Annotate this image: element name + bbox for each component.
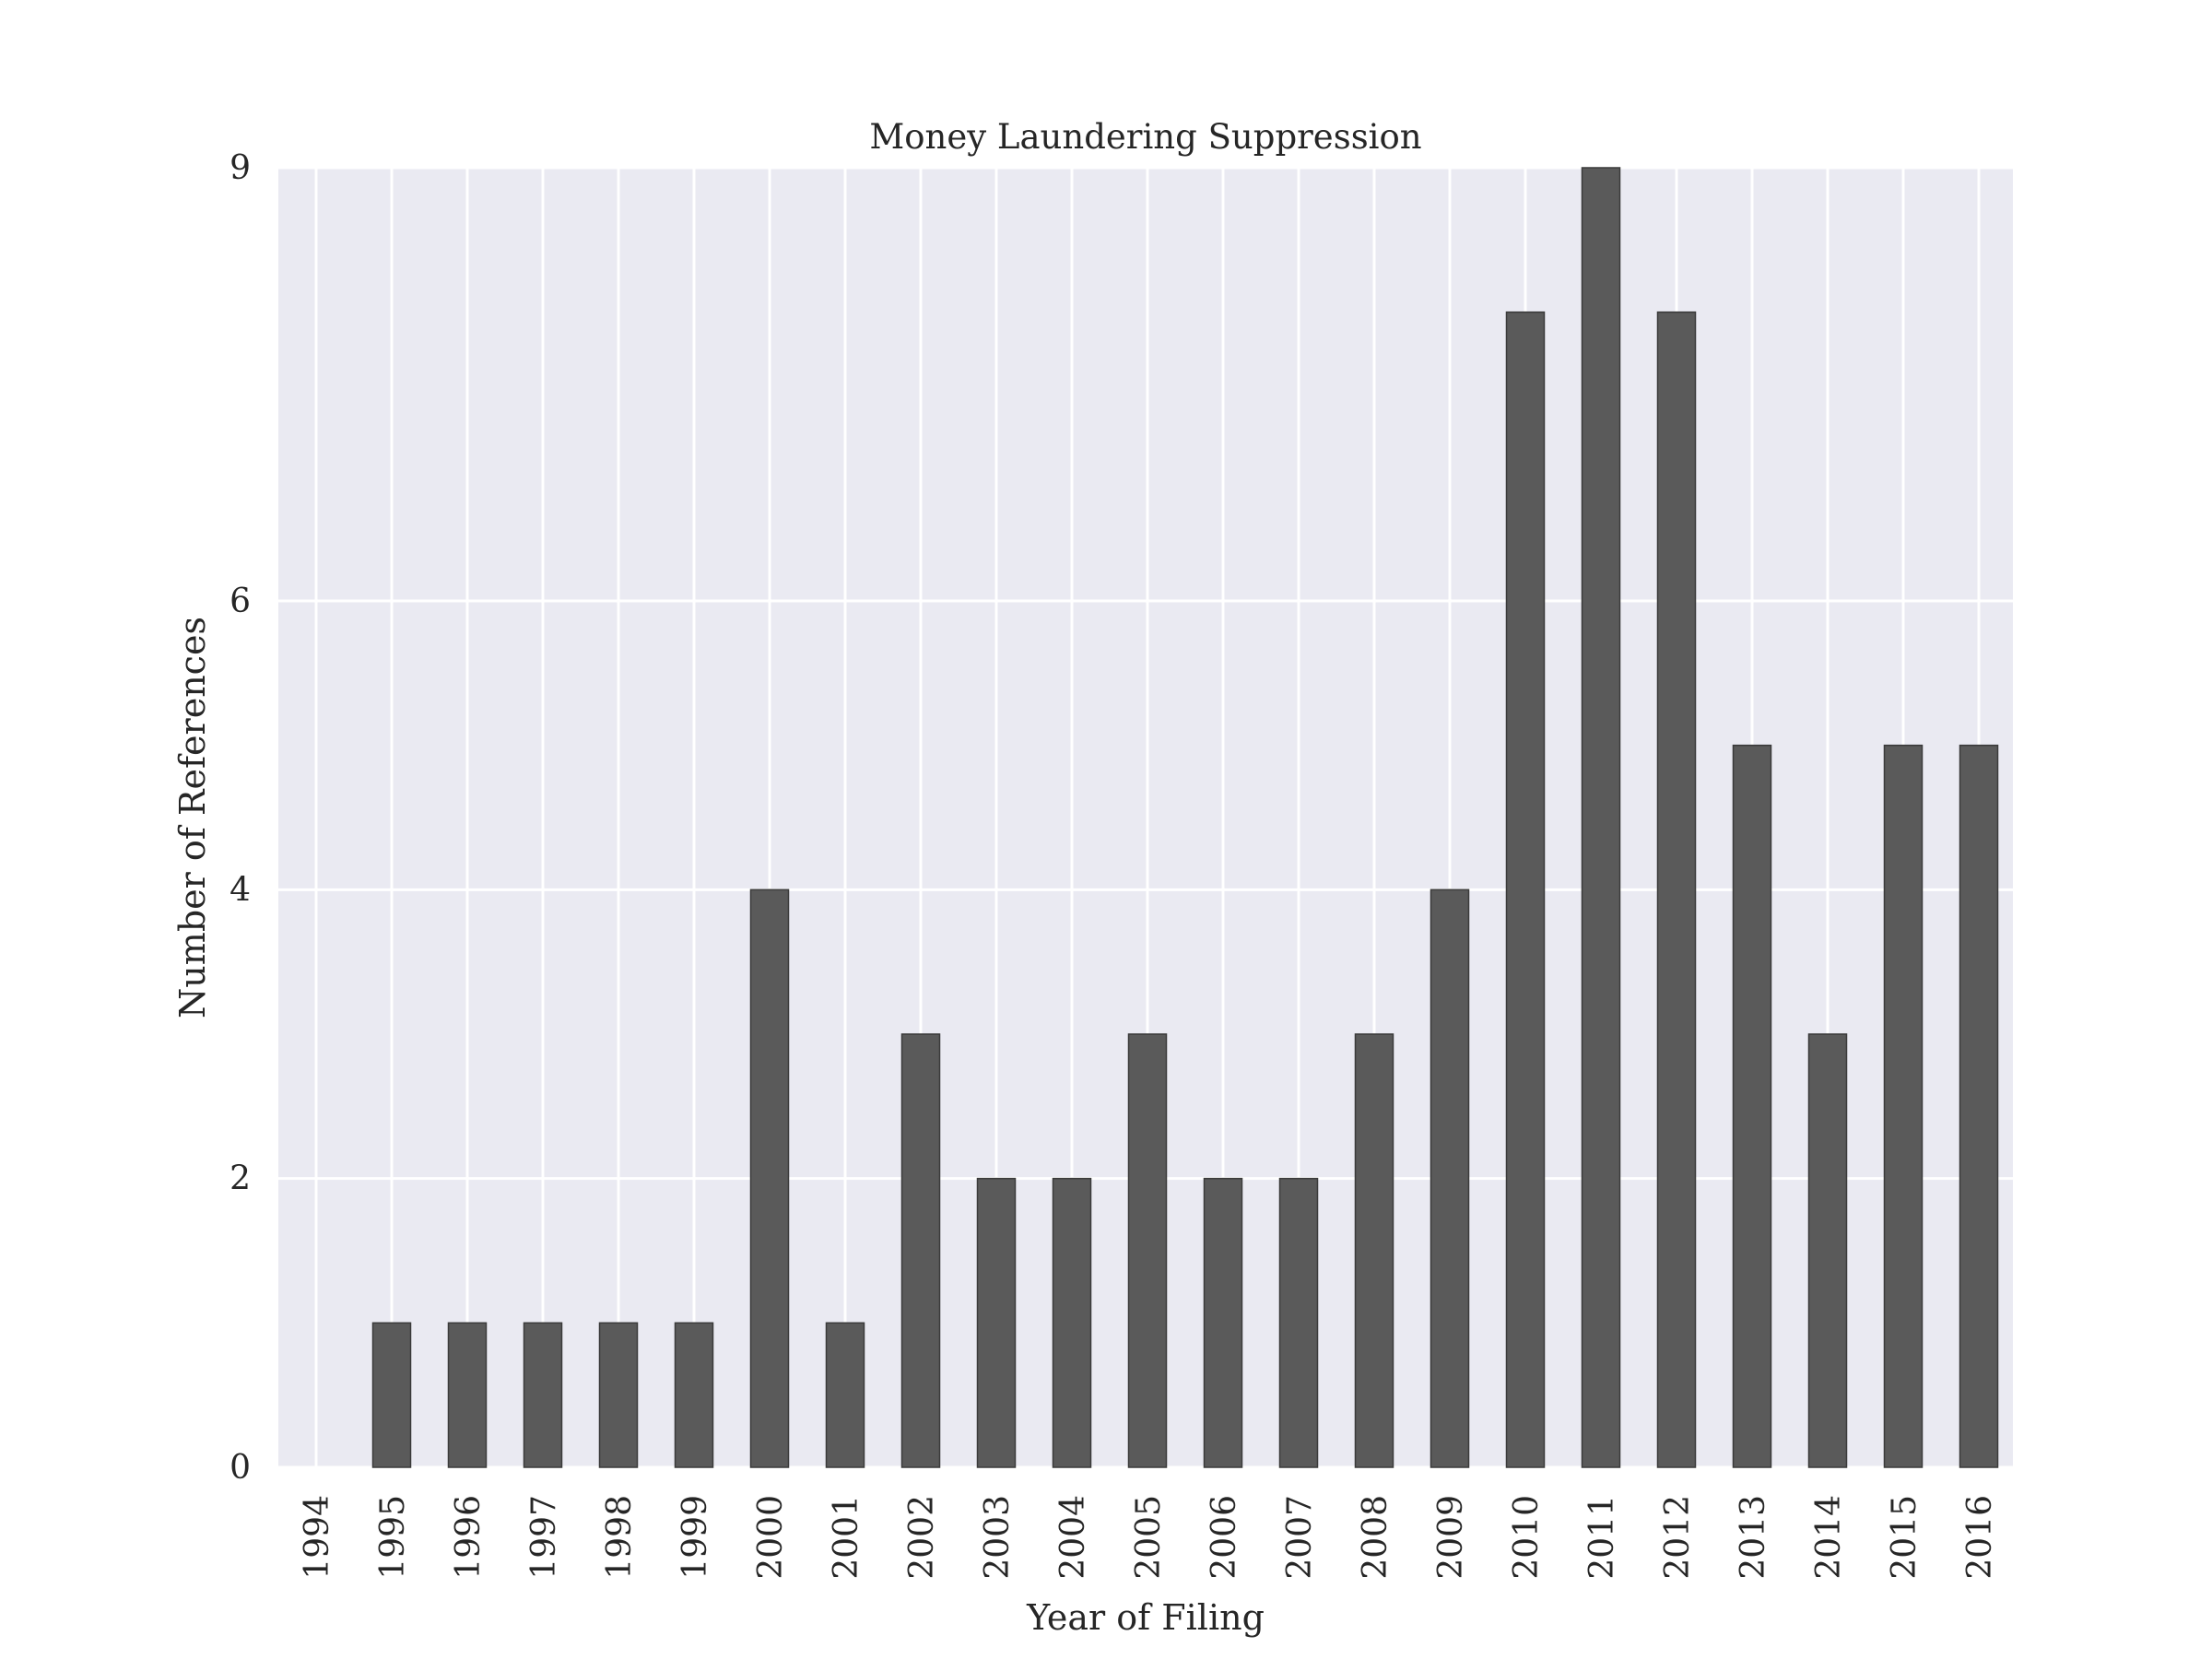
y-tick-label: 6 bbox=[229, 582, 251, 620]
bar-1998 bbox=[598, 1322, 639, 1468]
bar-2000 bbox=[749, 888, 790, 1468]
x-tick-label: 2012 bbox=[1659, 1495, 1697, 1580]
bar-2009 bbox=[1430, 888, 1470, 1468]
x-tick-label: 2007 bbox=[1281, 1495, 1319, 1580]
x-tick-label: 2005 bbox=[1130, 1495, 1168, 1580]
y-tick-labels: 0 2 4 6 9 bbox=[229, 149, 251, 1487]
bar-2015 bbox=[1883, 744, 1924, 1468]
bar-1995 bbox=[371, 1322, 412, 1468]
bar-2011 bbox=[1581, 167, 1621, 1468]
x-tick-label: 2006 bbox=[1206, 1495, 1243, 1580]
bar-2006 bbox=[1203, 1177, 1243, 1468]
bar-2014 bbox=[1807, 1033, 1848, 1468]
x-tick-label: 1998 bbox=[601, 1495, 639, 1580]
bar-1997 bbox=[523, 1322, 563, 1468]
x-tick-label: 2011 bbox=[1583, 1495, 1621, 1580]
bar-2004 bbox=[1052, 1177, 1092, 1468]
bar-2010 bbox=[1505, 311, 1546, 1468]
x-tick-label: 2008 bbox=[1357, 1495, 1394, 1580]
y-tick-label: 4 bbox=[229, 871, 251, 909]
bar-2002 bbox=[900, 1033, 941, 1468]
bar-2007 bbox=[1278, 1177, 1319, 1468]
bar-2005 bbox=[1127, 1033, 1168, 1468]
x-tick-label: 2001 bbox=[828, 1495, 865, 1580]
x-tick-label: 2013 bbox=[1735, 1495, 1772, 1580]
y-tick-label: 9 bbox=[229, 149, 251, 187]
bar-2008 bbox=[1354, 1033, 1394, 1468]
bar-2012 bbox=[1656, 311, 1697, 1468]
bars bbox=[371, 167, 1999, 1468]
x-tick-label: 2014 bbox=[1810, 1495, 1848, 1580]
x-tick-label: 2003 bbox=[979, 1495, 1017, 1580]
x-tick-label: 2015 bbox=[1886, 1495, 1924, 1580]
x-tick-label: 2010 bbox=[1508, 1495, 1546, 1580]
bar-1999 bbox=[674, 1322, 714, 1468]
bar-2013 bbox=[1732, 744, 1772, 1468]
y-tick-label: 0 bbox=[229, 1449, 251, 1487]
x-tick-label: 2002 bbox=[903, 1495, 941, 1580]
x-tick-label: 1994 bbox=[299, 1495, 336, 1580]
x-tick-label: 2009 bbox=[1432, 1495, 1470, 1580]
x-axis-label: Year of Filing bbox=[1026, 1597, 1265, 1638]
y-axis-label: Number of References bbox=[172, 617, 213, 1018]
x-tick-label: 1999 bbox=[677, 1495, 714, 1580]
x-tick-label: 2016 bbox=[1961, 1495, 1999, 1580]
x-tick-label: 2000 bbox=[752, 1495, 790, 1580]
x-tick-label: 1995 bbox=[374, 1495, 412, 1580]
chart-title: Money Laundering Suppression bbox=[869, 117, 1421, 157]
bar-1996 bbox=[447, 1322, 488, 1468]
x-tick-label: 1997 bbox=[525, 1495, 563, 1580]
x-tick-labels: 1994 1995 1996 1997 1998 1999 2000 2001 2002 2003… bbox=[299, 1495, 1999, 1580]
x-tick-label: 2004 bbox=[1054, 1495, 1092, 1580]
x-tick-label: 1996 bbox=[450, 1495, 488, 1580]
bar-2003 bbox=[976, 1177, 1017, 1468]
y-tick-label: 2 bbox=[229, 1160, 251, 1198]
bar-2016 bbox=[1959, 744, 1999, 1468]
bar-2001 bbox=[825, 1322, 865, 1468]
